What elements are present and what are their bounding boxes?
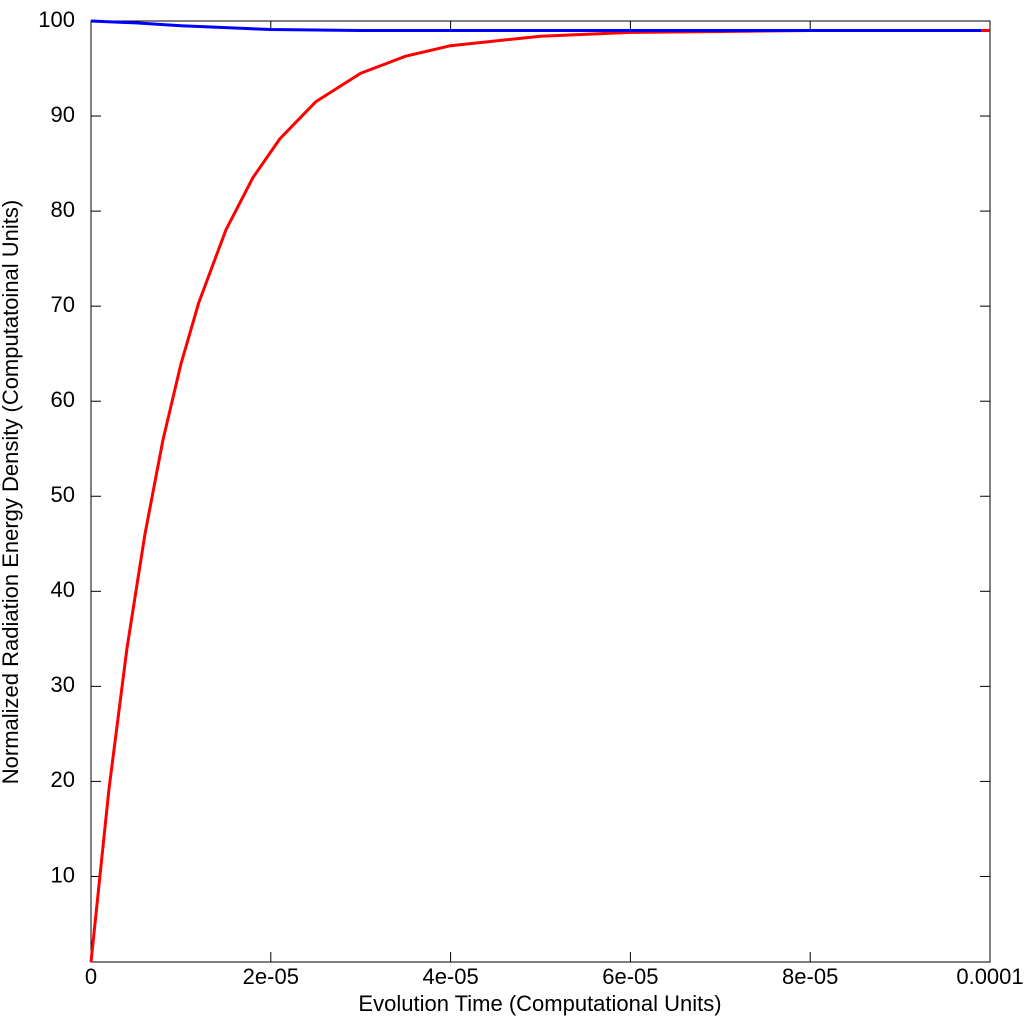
- x-tick-label: 8e-05: [782, 964, 838, 989]
- data-line: [90, 19, 982, 33]
- y-tick-label: 70: [51, 292, 75, 317]
- data-line: [89, 29, 990, 963]
- x-tick-label: 2e-05: [243, 964, 299, 989]
- y-tick-label: 40: [51, 577, 75, 602]
- y-tick-label: 80: [51, 197, 75, 222]
- x-axis-label: Evolution Time (Computational Units): [358, 991, 721, 1016]
- y-tick-label: 100: [38, 7, 75, 32]
- y-tick-label: 10: [51, 862, 75, 887]
- x-tick-label: 0: [85, 964, 97, 989]
- y-tick-label: 50: [51, 482, 75, 507]
- y-tick-label: 30: [51, 672, 75, 697]
- y-tick-label: 60: [51, 387, 75, 412]
- y-axis-label: Normalized Radiation Energy Density (Com…: [0, 200, 23, 784]
- x-tick-label: 4e-05: [422, 964, 478, 989]
- plot-frame: [90, 20, 991, 963]
- x-tick-label: 6e-05: [602, 964, 658, 989]
- x-tick-label: 0.0001: [956, 964, 1023, 989]
- y-tick-label: 90: [51, 102, 75, 127]
- y-tick-label: 20: [51, 767, 75, 792]
